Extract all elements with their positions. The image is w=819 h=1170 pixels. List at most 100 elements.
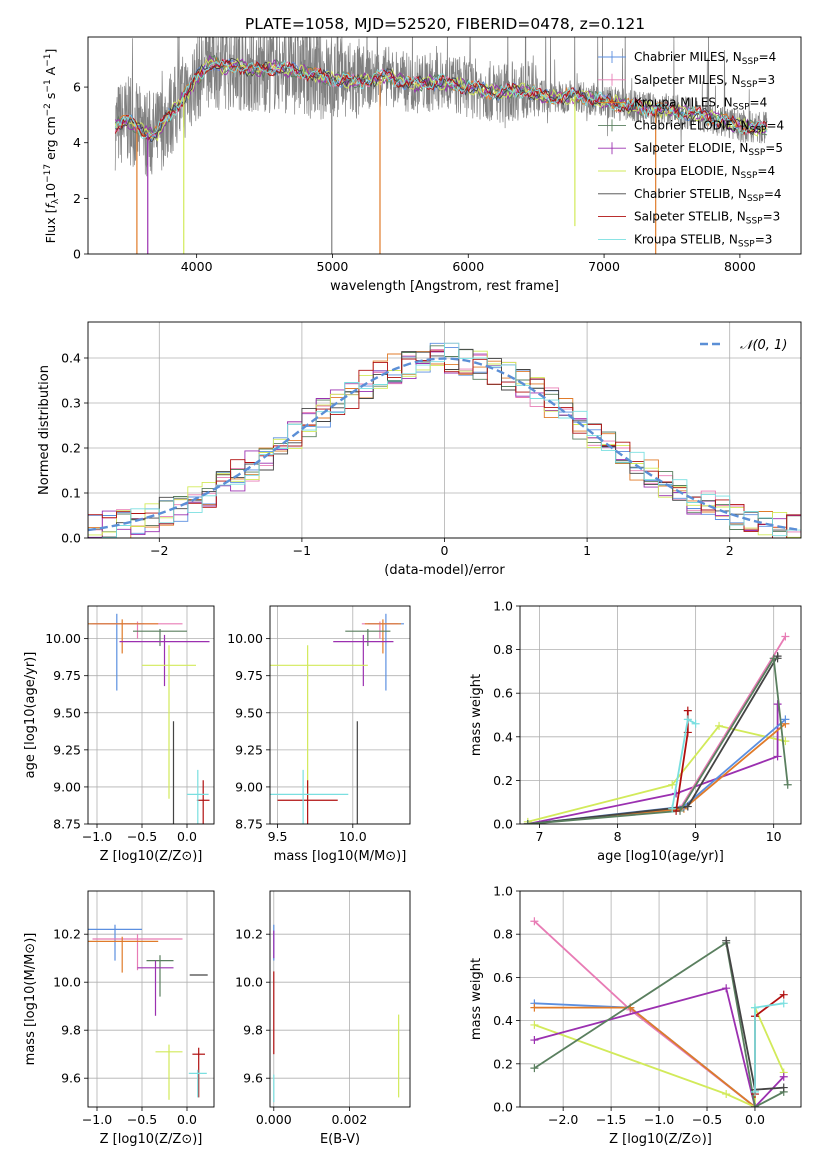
y-tick-label: 10.00: [227, 631, 263, 646]
weight-marker: [722, 1090, 731, 1099]
weight-marker: [683, 802, 692, 811]
x-tick-label: 1: [583, 543, 591, 558]
spectrum-model-chabrier_elodie: [114, 54, 768, 138]
legend-label: Chabrier MILES, NSSP=4: [634, 50, 776, 67]
weight-line-salpeter_miles: [533, 920, 756, 1107]
weight-line-chabrier_elodie: [527, 655, 789, 824]
legend-item-salpeter_elodie: Salpeter ELODIE, NSSP=5: [598, 141, 783, 158]
spectrum-xlabel: wavelength [Angstrom, rest frame]: [330, 279, 559, 294]
age_vs_mass-xlabel: mass [log10(M/M⊙)]: [274, 849, 407, 864]
legend-label: Chabrier STELIB, NSSP=4: [634, 187, 782, 204]
spectrum-data-line: [114, 37, 768, 177]
x-tick-label: −1.0: [644, 1112, 674, 1127]
x-tick-label: 6000: [452, 259, 484, 274]
x-tick-label: 0.0: [177, 1112, 197, 1127]
y-tick-label: 0.6: [493, 686, 513, 701]
x-tick-label: 8000: [724, 259, 756, 274]
y-tick-label: 9.75: [235, 668, 263, 683]
x-tick-label: 4000: [181, 259, 213, 274]
weight_vs_age-axes: 7 8 9 10 0.0 0.2 0.4 0.6 0.8 1.0: [493, 599, 801, 844]
y-tick-label: 0.0: [61, 531, 81, 546]
spectrum-model-chabrier_stelib: [114, 57, 768, 143]
errorbar-salpeter_stelib: [196, 780, 210, 824]
mass_vs_Z-xlabel: Z [log10(Z/Z⊙)]: [100, 1132, 203, 1147]
y-tick-label: 1.0: [493, 884, 513, 899]
y-tick-label: 0.4: [493, 1013, 513, 1028]
residuals-frame: [87, 321, 802, 539]
errorbar-salpeter_elodie: [333, 634, 394, 687]
residuals-xlabel: (data-model)/error: [384, 563, 505, 578]
errorbar-kroupa_stelib: [187, 769, 209, 824]
errorbar-chabrier_elodie: [146, 955, 174, 997]
errorbar-salpeter_elodie: [119, 634, 210, 687]
errorbar-chabrier_miles: [89, 613, 144, 691]
weight-marker: [668, 804, 677, 813]
errorbar-chabrier_elodie: [133, 628, 187, 647]
weight-line-chabrier_elodie: [533, 941, 785, 1107]
age_vs_Z-ylabel: age [log10(age/yr)]: [23, 652, 38, 779]
legend-label: Kroupa STELIB, NSSP=3: [634, 232, 772, 249]
y-tick-label: 0.8: [493, 927, 513, 942]
spectrum-frame: [87, 36, 802, 255]
weight-line-salpeter_miles: [527, 636, 787, 824]
y-tick-label: 0: [73, 247, 81, 262]
x-tick-label: −0.5: [127, 829, 157, 844]
weight-line-salpeter_elodie: [534, 987, 785, 1107]
errorbar-kroupa_elodie: [155, 1044, 183, 1100]
gaussian-legend-label: 𝒩(0, 1): [740, 338, 787, 353]
mass_vs_ebv-frame: [269, 890, 411, 1108]
weight-marker: [722, 936, 731, 945]
x-tick-label: −1.0: [82, 1112, 112, 1127]
x-tick-label: 7: [536, 829, 544, 844]
y-tick-label: 0.2: [493, 773, 513, 788]
y-tick-label: 1.0: [493, 599, 513, 614]
y-tick-label: 0.2: [61, 441, 81, 456]
y-tick-label: 0.6: [493, 970, 513, 985]
x-tick-label: −1.0: [82, 829, 112, 844]
y-tick-label: 8.75: [53, 817, 81, 832]
age_vs_mass-axes: 9.5 10.0 8.75 9.00 9.25 9.50 9.75 10.00: [227, 606, 410, 844]
mass_vs_ebv-axes: 0.000 0.002 9.6 9.8 10.0 10.2: [235, 891, 410, 1127]
legend-label: Kroupa ELODIE, NSSP=4: [634, 164, 775, 181]
weight-line-salpeter_stelib: [754, 993, 785, 1094]
y-tick-label: 10.2: [235, 927, 263, 942]
age_vs_Z-xlabel: Z [log10(Z/Z⊙)]: [100, 849, 203, 864]
y-tick-label: 0.4: [61, 351, 81, 366]
y-tick-label: 9.25: [235, 742, 263, 757]
weight-line-salpeter_elodie: [527, 704, 779, 824]
errorbar-kroupa_stelib: [188, 1069, 207, 1098]
age_vs_Z-axes: −1.0 −0.5 0.0 8.75 9.00 9.25 9.50 9.75 10.00: [45, 606, 214, 844]
y-tick-label: 4: [73, 135, 81, 150]
weight-marker: [783, 780, 792, 789]
weight_vs_Z-ylabel: mass weight: [469, 958, 484, 1040]
y-tick-label: 10.0: [235, 975, 263, 990]
y-tick-label: 0.1: [61, 486, 81, 501]
age_vs_mass-frame: [269, 605, 411, 825]
legend-item-salpeter_miles: Salpeter MILES, NSSP=3: [598, 73, 775, 90]
weight-marker: [781, 632, 790, 641]
y-tick-label: 0.0: [493, 817, 513, 832]
errorbar-salpeter_stelib: [277, 780, 338, 824]
x-tick-label: 2: [726, 543, 734, 558]
weight-marker: [530, 1036, 539, 1045]
legend-item-kroupa_elodie: Kroupa ELODIE, NSSP=4: [598, 164, 775, 181]
x-tick-label: 9: [692, 829, 700, 844]
weight-line-chabrier_miles: [527, 718, 786, 824]
errorbar-kroupa_elodie: [270, 645, 368, 799]
errorbar-kroupa_elodie: [142, 645, 196, 799]
weight-marker: [779, 999, 788, 1008]
weight-marker: [750, 1103, 759, 1107]
y-tick-label: 0.4: [493, 729, 513, 744]
y-tick-label: 9.25: [53, 742, 81, 757]
y-tick-label: 10.2: [53, 927, 81, 942]
y-tick-label: 9.50: [235, 705, 263, 720]
legend-label: Salpeter STELIB, NSSP=3: [634, 210, 780, 227]
weight_vs_age-ylabel: mass weight: [469, 674, 484, 756]
y-tick-label: 2: [73, 191, 81, 206]
x-tick-label: 7000: [588, 259, 620, 274]
y-tick-label: 0.0: [493, 1100, 513, 1115]
weight_vs_age-frame: [519, 605, 802, 825]
y-tick-label: 9.50: [53, 705, 81, 720]
x-tick-label: −1.5: [596, 1112, 626, 1127]
weight_vs_Z-frame: [519, 890, 802, 1108]
